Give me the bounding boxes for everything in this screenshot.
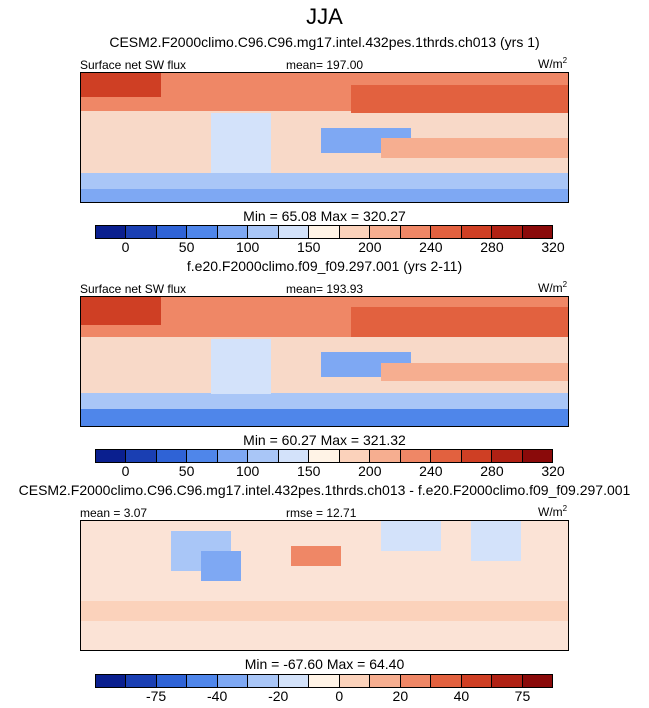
colorbar-segment [522, 450, 553, 462]
colorbar-segment [339, 450, 371, 462]
panel1-colorbar-ticks: 0 50 100 150 200 240 280 320 [95, 239, 565, 257]
colorbar-segment [248, 675, 279, 687]
panel1-mean-label: mean= 197.00 [286, 58, 364, 72]
panel2-mean-label: mean= 193.93 [286, 282, 364, 296]
colorbar-tick-label: -40 [207, 688, 228, 704]
colorbar-segment [370, 675, 401, 687]
colorbar-segment [187, 675, 218, 687]
colorbar-segment [126, 450, 157, 462]
panel3-field [81, 521, 568, 650]
colorbar-segment [370, 226, 401, 238]
colorbar-segment [187, 450, 218, 462]
colorbar-segment [309, 450, 340, 462]
colorbar-segment [431, 450, 462, 462]
panel2-map [80, 296, 569, 427]
colorbar-segment [461, 226, 493, 238]
colorbar-segment [400, 226, 432, 238]
panel2-left-label: Surface net SW flux [80, 282, 187, 296]
panel3-map [80, 520, 569, 651]
panel3-colorbar [95, 674, 553, 688]
colorbar-segment [400, 675, 432, 687]
colorbar-segment [248, 450, 279, 462]
colorbar-segment [461, 675, 493, 687]
panel1-title: CESM2.F2000climo.C96.C96.mg17.intel.432p… [109, 34, 540, 50]
colorbar-segment [156, 226, 188, 238]
panel3-title: CESM2.F2000climo.C96.C96.mg17.intel.432p… [18, 482, 631, 498]
colorbar-segment [126, 675, 157, 687]
panel3-mean-label: mean = 3.07 [80, 506, 148, 520]
panel1-field [81, 73, 568, 202]
colorbar-tick-label: 240 [419, 239, 443, 255]
colorbar-tick-label: 150 [297, 239, 321, 255]
panel2-minmax: Min = 60.27 Max = 321.32 [243, 432, 406, 448]
panel1-minmax: Min = 65.08 Max = 320.27 [243, 208, 406, 224]
colorbar-tick-label: 50 [178, 239, 195, 255]
panel2-colorbar [95, 449, 553, 463]
colorbar-tick-label: 40 [453, 688, 470, 704]
colorbar-segment [217, 450, 249, 462]
colorbar-segment [522, 226, 553, 238]
colorbar-tick-label: 20 [392, 688, 409, 704]
colorbar-tick-label: 280 [480, 463, 504, 479]
colorbar-segment [400, 450, 432, 462]
colorbar-segment [339, 675, 371, 687]
panel1-units: W/m2 [538, 56, 568, 71]
colorbar-tick-label: 280 [480, 239, 504, 255]
colorbar-tick-label: 200 [358, 239, 382, 255]
colorbar-tick-label: -75 [145, 688, 167, 704]
colorbar-segment [461, 450, 493, 462]
colorbar-segment [96, 450, 127, 462]
colorbar-tick-label: 200 [358, 463, 382, 479]
colorbar-segment [522, 675, 553, 687]
panel3-rmse-label: rmse = 12.71 [286, 506, 357, 520]
panel1-left-label: Surface net SW flux [80, 58, 187, 72]
panel2-title: f.e20.F2000climo.f09_f09.297.001 (yrs 2-… [186, 258, 463, 274]
colorbar-segment [492, 226, 523, 238]
colorbar-segment [96, 675, 127, 687]
colorbar-segment [156, 675, 188, 687]
colorbar-tick-label: -20 [268, 688, 289, 704]
colorbar-segment [309, 226, 340, 238]
colorbar-segment [278, 675, 310, 687]
panel2-field [81, 297, 568, 426]
panel3-units: W/m2 [538, 504, 568, 519]
colorbar-segment [248, 226, 279, 238]
colorbar-segment [492, 450, 523, 462]
colorbar-segment [187, 226, 218, 238]
colorbar-segment [156, 450, 188, 462]
colorbar-tick-label: 150 [297, 463, 321, 479]
panel2-colorbar-ticks: 0 50 100 150 200 240 280 320 [95, 463, 565, 481]
panel2-units: W/m2 [538, 280, 568, 295]
colorbar-segment [309, 675, 340, 687]
colorbar-segment [431, 226, 462, 238]
colorbar-tick-label: 75 [514, 688, 531, 704]
colorbar-tick-label: 100 [235, 239, 260, 255]
colorbar-tick-label: 320 [541, 463, 565, 479]
panel1-map [80, 72, 569, 203]
colorbar-tick-label: 0 [121, 463, 130, 479]
panel1-colorbar [95, 225, 553, 239]
colorbar-tick-label: 0 [335, 688, 344, 704]
panel3-minmax: Min = -67.60 Max = 64.40 [244, 656, 405, 672]
colorbar-tick-label: 320 [541, 239, 565, 255]
colorbar-tick-label: 0 [121, 239, 130, 255]
colorbar-segment [278, 226, 310, 238]
colorbar-tick-label: 100 [235, 463, 260, 479]
colorbar-segment [96, 226, 127, 238]
colorbar-segment [370, 450, 401, 462]
colorbar-tick-label: 50 [178, 463, 195, 479]
colorbar-segment [339, 226, 371, 238]
colorbar-segment [217, 675, 249, 687]
colorbar-segment [431, 675, 462, 687]
colorbar-segment [278, 450, 310, 462]
colorbar-tick-label: 240 [419, 463, 443, 479]
colorbar-segment [217, 226, 249, 238]
page-title: JJA [306, 4, 343, 29]
panel3-colorbar-ticks: -75 -40 -20 0 20 40 75 [95, 688, 553, 706]
colorbar-segment [126, 226, 157, 238]
colorbar-segment [492, 675, 523, 687]
